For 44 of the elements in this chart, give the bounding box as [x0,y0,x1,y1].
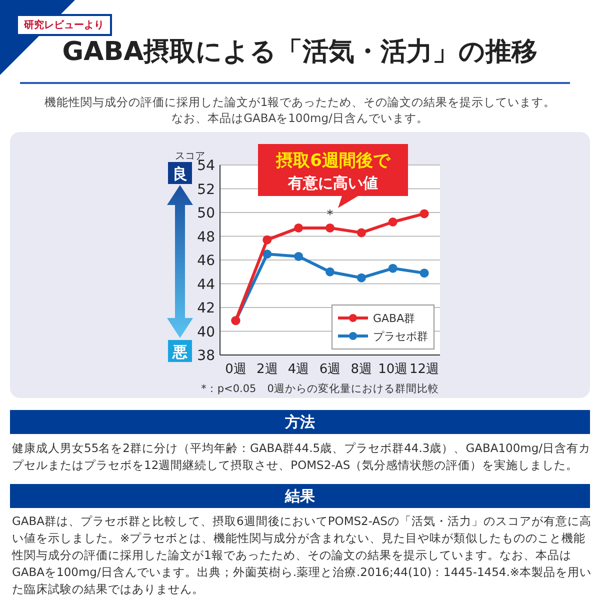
x-tick-label: 0週 [225,362,246,377]
x-tick-label: 6週 [319,362,341,377]
legend-label: プラセボ群 [373,330,428,343]
text: 悪 [172,343,188,361]
y-tick-label: 48 [197,229,215,246]
point [262,250,272,259]
point [294,223,304,232]
y-tick-label: 44 [197,276,216,293]
y-tick-label: 42 [197,300,215,316]
point [388,264,398,273]
text: GABA群は、プラセボ群と比較して、摂取6週間後においてPOMS2-ASの「活気・活力」のスコアが有意に高い値を示しました。※プラセボとは、機能性関与成分が含まれない、見た目や味が類似したもののこと機能性関与成分の評価に採用した論文が1報であったため、その論文の結果を提示しています。なお、本品はGABAを100mg/日含んでいます。出典；外薗英樹ら.薬理と治療.2016;44(10)：1445-1454.※本製品を用いた臨床試験の結果ではありません。 [12,513,592,598]
point [388,218,398,226]
point [356,228,366,238]
point [326,267,334,276]
point [356,273,366,282]
point [420,209,429,218]
x-tick-label: 2週 [256,362,278,377]
text: 研究レビューより [16,14,112,36]
annotation: 有意に高い値 [287,174,378,192]
text: 結果 [10,484,590,508]
y-tick-label: 50 [197,206,215,222]
y-tick-label: 38 [197,348,215,364]
chart-subtitle: 機能性関与成分の評価に採用した論文が1報であったため、その論文の結果を提示しています。 [44,95,556,109]
point [294,252,304,261]
chart-title: GABA摂取による「活気・活力」の推移 [61,36,539,69]
x-tick-label: 4週 [288,362,310,377]
point [326,223,334,232]
point [420,268,429,278]
x-tick-label: 12週 [410,362,440,377]
annotation: * [326,208,334,223]
y-tick-label: 40 [197,324,215,340]
text: 良 [172,165,188,183]
text: 方法 [10,410,590,434]
point [262,235,272,244]
x-tick-label: 10週 [378,362,408,377]
y-tick-label: 54 [197,158,216,174]
text: なお、本品はGABAを100mg/日含んでいます。 [172,111,428,125]
x-tick-label: 8週 [350,362,372,377]
legend-label: GABA群 [373,312,416,325]
text: *：p<0.05 0週からの変化量における群間比較 [201,382,439,395]
y-tick-label: 52 [197,182,215,198]
y-tick-label: 46 [197,253,216,269]
annotation: 摂取6週間後で [275,151,391,171]
text: 健康成人男女55名を2群に分け（平均年齢：GABA群44.5歳、プラセボ群44.3歳）、GABA100mg/日含有カプセルまたはプラセボを12週間継続して摂取させ、POMS2-AS（気分感情状態の評価）を実施しました。 [12,440,592,474]
